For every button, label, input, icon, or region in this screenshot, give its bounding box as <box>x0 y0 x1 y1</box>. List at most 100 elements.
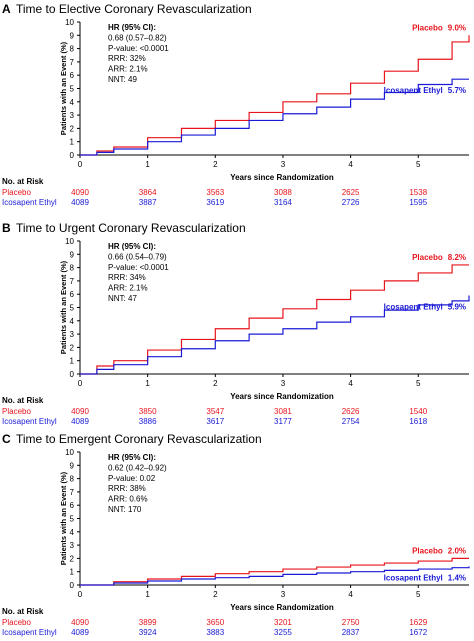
x-tick-label: 5 <box>416 590 421 599</box>
y-tick-label: 0 <box>70 370 75 379</box>
y-tick-label: 9 <box>70 461 75 470</box>
series-name: Icosapent Ethyl <box>384 303 443 312</box>
y-tick-label: 2 <box>70 124 75 133</box>
risk-value: 3864 <box>139 188 157 197</box>
risk-value: 1629 <box>409 618 427 627</box>
y-axis-label: Patients with an Event (%) <box>59 471 68 565</box>
stat-line: RRR: 38% <box>108 484 146 493</box>
series-name: Placebo <box>412 253 443 262</box>
y-tick-label: 7 <box>70 277 75 286</box>
y-tick-label: 5 <box>70 85 75 94</box>
x-tick-label: 4 <box>348 160 353 169</box>
y-tick-label: 2 <box>70 343 75 352</box>
risk-value: 3081 <box>274 407 292 416</box>
y-tick-label: 10 <box>65 18 74 27</box>
y-tick-label: 9 <box>70 31 75 40</box>
y-tick-label: 8 <box>70 475 75 484</box>
panel-letter: A <box>2 2 11 16</box>
y-tick-label: 1 <box>70 138 75 147</box>
panel-c: C Time to Emergent Coronary Revasculariza… <box>2 432 470 637</box>
risk-value: 2750 <box>342 618 360 627</box>
risk-value: 3547 <box>206 407 224 416</box>
risk-value: 2726 <box>342 198 360 207</box>
panel-a: A Time to Elective Coronary Revasculariza… <box>2 2 470 207</box>
risk-value: 2626 <box>342 407 360 416</box>
x-axis-label: Years since Randomization <box>230 173 334 182</box>
risk-value: 3619 <box>206 198 224 207</box>
y-tick-label: 7 <box>70 58 75 67</box>
risk-value: 2625 <box>342 188 360 197</box>
x-tick-label: 2 <box>213 379 218 388</box>
risk-row-label: Icosapent Ethyl <box>2 628 57 637</box>
series-line-icosapent-ethyl <box>80 78 469 156</box>
series-name: Icosapent Ethyl <box>384 573 443 582</box>
series-line-placebo <box>80 35 470 156</box>
x-tick-label: 3 <box>281 160 286 169</box>
series-end-label-placebo: Placebo 2.0% <box>412 546 466 555</box>
x-tick-label: 4 <box>348 379 353 388</box>
x-tick-label: 1 <box>145 160 150 169</box>
stat-line: RRR: 34% <box>108 273 146 282</box>
x-axis-label: Years since Randomization <box>230 392 334 401</box>
x-tick-label: 3 <box>281 379 286 388</box>
y-tick-label: 10 <box>65 448 74 457</box>
stat-line: 0.62 (0.42–0.92) <box>108 463 167 472</box>
risk-value: 4090 <box>71 188 89 197</box>
stat-line: RRR: 32% <box>108 54 146 63</box>
x-tick-label: 2 <box>213 160 218 169</box>
x-axis-label: Years since Randomization <box>230 603 334 612</box>
y-tick-label: 6 <box>70 290 75 299</box>
stat-line: 0.66 (0.54–0.79) <box>108 252 167 261</box>
risk-row-label: Placebo <box>2 188 31 197</box>
y-tick-label: 9 <box>70 250 75 259</box>
x-tick-label: 2 <box>213 590 218 599</box>
risk-value: 3650 <box>206 618 224 627</box>
x-tick-label: 5 <box>416 379 421 388</box>
series-end-value: 5.7% <box>448 86 466 95</box>
series-end-value: 5.9% <box>448 303 466 312</box>
risk-row-label: Placebo <box>2 618 31 627</box>
risk-value: 1595 <box>409 198 427 207</box>
panel-letter: B <box>2 221 11 235</box>
y-tick-label: 8 <box>70 264 75 273</box>
risk-value: 1540 <box>409 407 427 416</box>
series-end-label-placebo: Placebo 9.0% <box>412 23 466 32</box>
y-tick-label: 1 <box>70 357 75 366</box>
series-line-placebo <box>80 264 469 375</box>
x-tick-label: 1 <box>145 590 150 599</box>
x-tick-label: 0 <box>78 379 83 388</box>
x-tick-label: 1 <box>145 379 150 388</box>
stat-line: ARR: 2.1% <box>108 284 148 293</box>
y-tick-label: 3 <box>70 541 75 550</box>
risk-value: 4089 <box>71 417 89 426</box>
series-name: Placebo <box>412 23 443 32</box>
y-tick-label: 3 <box>70 111 75 120</box>
series-line-icosapent-ethyl <box>80 566 470 586</box>
series-line-placebo <box>80 557 469 586</box>
stat-line: ARR: 2.1% <box>108 65 148 74</box>
risk-row-label: Placebo <box>2 407 31 416</box>
stat-line: HR (95% CI): <box>108 23 156 32</box>
stat-line: NNT: 47 <box>108 294 137 303</box>
risk-table-header: No. at Risk <box>2 177 44 186</box>
risk-value: 3088 <box>274 188 292 197</box>
risk-value: 3255 <box>274 628 292 637</box>
series-line-icosapent-ethyl <box>80 295 470 375</box>
stat-line: P-value: <0.0001 <box>108 44 169 53</box>
stat-line: ARR: 0.6% <box>108 495 148 504</box>
y-axis-label: Patients with an Event (%) <box>59 41 68 135</box>
x-tick-label: 0 <box>78 590 83 599</box>
y-tick-label: 0 <box>70 151 75 160</box>
risk-value: 2837 <box>342 628 360 637</box>
x-tick-label: 3 <box>281 590 286 599</box>
risk-value: 4089 <box>71 198 89 207</box>
risk-value: 3883 <box>206 628 224 637</box>
y-tick-label: 10 <box>65 237 74 246</box>
series-end-label-icosapent-ethyl: Icosapent Ethyl 1.4% <box>384 573 466 582</box>
risk-value: 1618 <box>409 417 427 426</box>
series-end-label-icosapent-ethyl: Icosapent Ethyl 5.9% <box>384 303 466 312</box>
chart-title: Time to Emergent Coronary Revascularizat… <box>16 432 262 446</box>
risk-value: 3563 <box>206 188 224 197</box>
y-tick-label: 4 <box>70 317 75 326</box>
